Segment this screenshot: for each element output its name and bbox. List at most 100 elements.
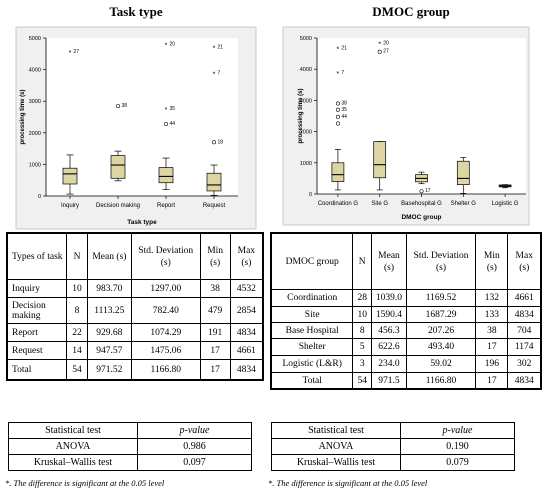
table-cell: 59.02 xyxy=(405,355,477,373)
box xyxy=(456,160,470,185)
test-p: 0.097 xyxy=(137,454,252,471)
table-cell: 17 xyxy=(199,341,231,360)
col-header-mean: Mean (s) xyxy=(371,233,407,290)
table-cell: 1074.29 xyxy=(130,323,201,342)
outlier-star: * xyxy=(165,42,168,49)
x-axis-title: DMOC group xyxy=(401,214,441,221)
table-cell: 17 xyxy=(475,372,509,389)
outlier-star: * xyxy=(378,42,381,49)
table-cell: 3 xyxy=(352,355,373,373)
tests-row: Kruskal–Wallis test 0.079 xyxy=(271,454,515,471)
table-cell: 1166.80 xyxy=(405,372,477,389)
outlier-star: * xyxy=(213,71,216,78)
p-italic: p-value xyxy=(442,425,473,436)
y-tick-label: 4000 xyxy=(300,67,312,73)
x-tick-label: Site G xyxy=(371,201,388,207)
x-tick-label: Shelter G xyxy=(451,201,477,207)
table-row: Inquiry 10 983.70 1297.00 38 4532 xyxy=(6,279,264,298)
box xyxy=(206,172,222,192)
y-tick-label: 5000 xyxy=(29,36,41,42)
table-row: Logistic (L&R) 3 234.0 59.02 196 302 xyxy=(270,355,541,373)
test-p: 0.986 xyxy=(137,438,252,455)
table-cell: Decision making xyxy=(6,297,68,324)
tests-header-p: p-value xyxy=(400,422,515,439)
col-header-std: Std. Deviation (s) xyxy=(130,233,201,280)
dmoc-group-stats-table: DMOC group N Mean (s) Std. Deviation (s)… xyxy=(270,232,542,390)
table-cell: 4661 xyxy=(229,341,264,360)
table-cell: 947.57 xyxy=(86,341,132,360)
table-cell: 10 xyxy=(66,279,88,298)
outlier-label: 38 xyxy=(122,103,128,109)
y-tick-label: 2000 xyxy=(29,131,41,137)
outlier-circle xyxy=(116,103,121,108)
table-row: Base Hospital 8 456.3 207.26 38 704 xyxy=(270,322,541,339)
test-p: 0.079 xyxy=(400,454,515,471)
outlier-circle xyxy=(419,189,424,194)
table-cell: 4834 xyxy=(229,323,264,342)
x-tick-label: Basehospital G xyxy=(401,201,442,207)
test-name: Kruskal–Wallis test xyxy=(271,454,401,471)
x-tick-label: Request xyxy=(203,203,226,209)
table-cell: 17 xyxy=(199,359,231,380)
table-cell: 8 xyxy=(352,322,373,339)
box xyxy=(373,141,387,179)
tests-header-test: Statistical test xyxy=(271,422,401,439)
table-cell: Shelter xyxy=(270,338,354,356)
outlier-circle xyxy=(335,107,340,112)
outlier-label: 44 xyxy=(341,114,347,120)
table-cell: Inquiry xyxy=(6,279,68,298)
p-italic: p-value xyxy=(179,425,210,436)
table-cell: 14 xyxy=(66,341,88,360)
left-column-title: Task type xyxy=(109,4,163,19)
tests-row: ANOVA 0.986 xyxy=(8,438,252,455)
tests-header-p: p-value xyxy=(137,422,252,439)
table-cell: 1169.52 xyxy=(405,289,477,307)
col-header-mean: Mean (s) xyxy=(86,233,132,280)
table-cell: 493.40 xyxy=(405,338,477,356)
y-tick-label: 1000 xyxy=(300,161,312,167)
table-cell: 54 xyxy=(66,359,88,380)
outlier-label: 38 xyxy=(341,101,347,107)
col-header-type: Types of task xyxy=(6,233,68,280)
table-cell: 782.40 xyxy=(130,297,201,324)
table-cell: 8 xyxy=(66,297,88,324)
table-cell: 10 xyxy=(352,306,373,323)
outlier-label: 7 xyxy=(341,70,344,76)
task-type-stats-table: Types of task N Mean (s) Std. Deviation … xyxy=(6,232,264,381)
outlier-label: 20 xyxy=(170,41,176,47)
col-header-max: Max (s) xyxy=(507,233,541,290)
table-cell: 133 xyxy=(475,306,509,323)
table-cell: Site xyxy=(270,306,354,323)
table-cell: 4834 xyxy=(507,372,541,389)
outlier-circle xyxy=(335,101,340,106)
table-cell: 1590.4 xyxy=(371,306,407,323)
y-tick-label: 3000 xyxy=(300,98,312,104)
task-type-tests-table: Statistical test p-value ANOVA 0.986 Krus… xyxy=(8,422,252,471)
table-cell: Coordination xyxy=(270,289,354,307)
test-p: 0.190 xyxy=(400,438,515,455)
col-header-group: DMOC group xyxy=(270,233,354,290)
table-header-row: DMOC group N Mean (s) Std. Deviation (s)… xyxy=(270,233,541,290)
box xyxy=(331,162,345,182)
tests-row: Kruskal–Wallis test 0.097 xyxy=(8,454,252,471)
outlier-label: 44 xyxy=(170,121,176,127)
table-cell: 1039.0 xyxy=(371,289,407,307)
table-row: Total 54 971.52 1166.80 17 4834 xyxy=(6,359,264,380)
col-header-min: Min (s) xyxy=(199,233,231,280)
outlier-label: 17 xyxy=(425,188,431,194)
table-cell: 17 xyxy=(475,338,509,356)
x-tick-label: Coordination G xyxy=(318,201,359,207)
outlier-circle xyxy=(335,121,340,126)
box xyxy=(62,167,78,185)
table-header-row: Types of task N Mean (s) Std. Deviation … xyxy=(6,233,264,280)
table-cell: Request xyxy=(6,341,68,360)
table-cell: 4661 xyxy=(507,289,541,307)
table-cell: 191 xyxy=(199,323,231,342)
x-tick-label: Inquiry xyxy=(61,203,79,209)
table-cell: 1166.80 xyxy=(130,359,201,380)
table-cell: 4834 xyxy=(507,306,541,323)
table-cell: 132 xyxy=(475,289,509,307)
table-row: Total 54 971.5 1166.80 17 4834 xyxy=(270,372,541,389)
table-cell: 1174 xyxy=(507,338,541,356)
